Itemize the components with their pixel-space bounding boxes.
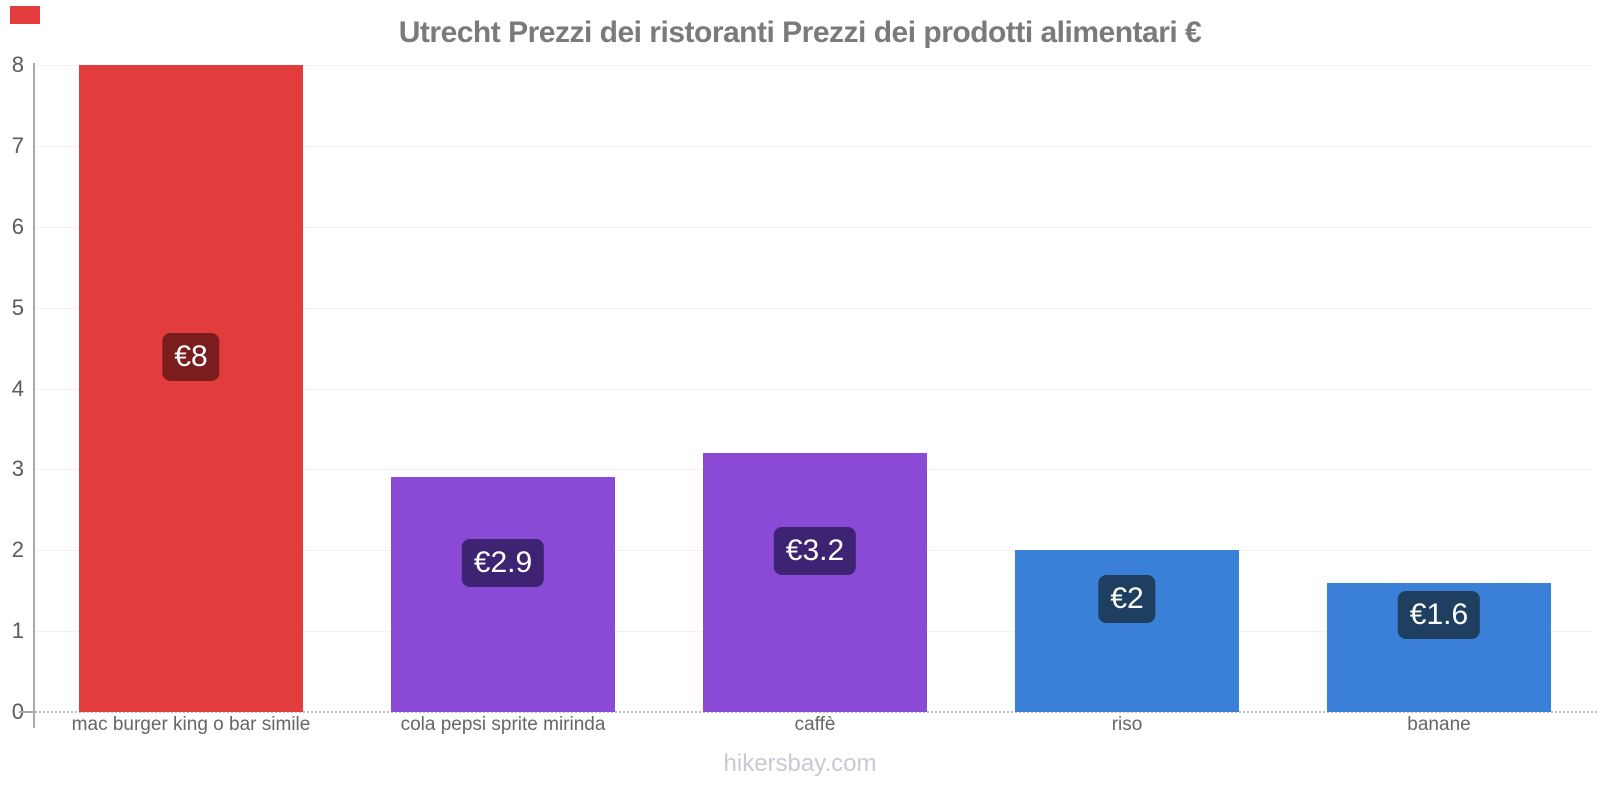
gridline xyxy=(35,226,1593,228)
y-tick-label: 0 xyxy=(11,699,24,724)
y-axis-zero-tick xyxy=(19,711,34,713)
x-tick-label: banane xyxy=(1407,714,1471,735)
value-badge: €3.2 xyxy=(773,526,857,575)
value-badge: €8 xyxy=(162,332,220,381)
x-tick-label: riso xyxy=(1111,714,1143,735)
y-tick-label: 3 xyxy=(11,456,24,482)
x-tick-label: cola pepsi sprite mirinda xyxy=(400,714,606,735)
footer-watermark: hikersbay.com xyxy=(723,750,877,777)
y-tick-label: 8 xyxy=(11,52,24,77)
y-axis-line xyxy=(33,63,35,728)
bar-2[interactable] xyxy=(391,477,615,712)
gridline xyxy=(35,307,1593,309)
value-badge: €2.9 xyxy=(461,538,545,587)
y-tick-label: 1 xyxy=(11,618,24,644)
x-tick-label: mac burger king o bar simile xyxy=(71,714,311,735)
gridline xyxy=(35,388,1593,390)
y-tick-label: 6 xyxy=(11,213,24,239)
x-axis-baseline xyxy=(35,711,1597,713)
y-tick-label: 7 xyxy=(11,132,24,158)
corner-marker xyxy=(10,6,40,24)
bar-1[interactable] xyxy=(79,65,303,712)
y-tick-label: 5 xyxy=(11,294,24,320)
gridline xyxy=(35,65,1593,66)
chart-title: Utrecht Prezzi dei ristoranti Prezzi dei… xyxy=(398,16,1202,49)
y-tick-label: 2 xyxy=(11,537,24,563)
x-tick-label: caffè xyxy=(794,714,836,735)
value-badge: €1.6 xyxy=(1397,591,1481,640)
value-badge: €2 xyxy=(1098,575,1156,624)
gridline xyxy=(35,145,1593,147)
y-tick-label: 4 xyxy=(11,375,24,401)
bar-3[interactable] xyxy=(703,453,927,712)
